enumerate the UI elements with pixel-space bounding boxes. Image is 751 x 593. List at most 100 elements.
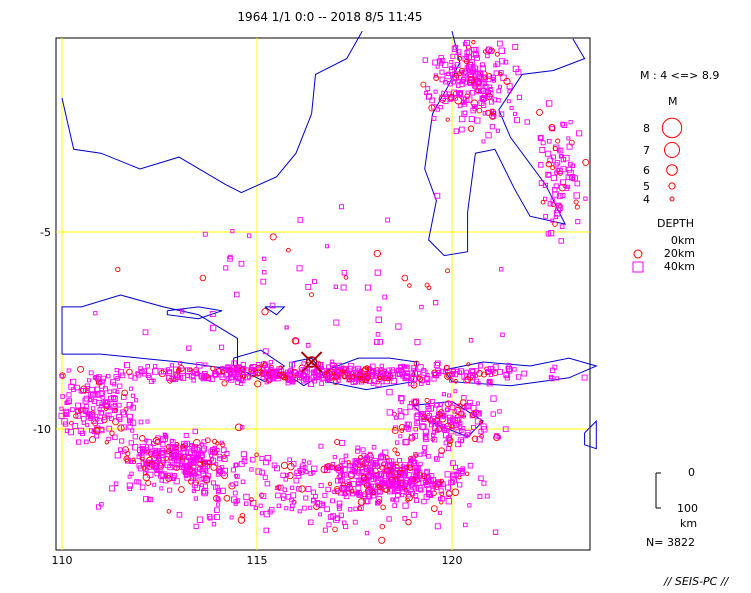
deep-event-marker: [301, 505, 307, 511]
shallow-event-marker: [467, 125, 475, 132]
deep-event-marker: [484, 493, 490, 499]
depth-scale-unit-label: km: [680, 517, 697, 530]
magnitude-legend-circle: [664, 142, 680, 158]
shallow-event-marker: [206, 459, 213, 466]
map-title: 1964 1/1 0:0 -- 2018 8/5 11:45: [237, 10, 422, 24]
deep-event-marker: [444, 72, 451, 80]
shallow-event-marker: [471, 435, 479, 443]
deep-event-marker: [308, 505, 313, 510]
deep-event-marker: [151, 455, 157, 462]
deep-event-marker: [262, 474, 268, 480]
deep-event-marker: [543, 214, 548, 219]
deep-event-marker: [166, 367, 171, 372]
deep-event-marker: [145, 419, 150, 424]
deep-event-marker: [422, 479, 429, 486]
deep-event-marker: [105, 412, 110, 417]
deep-event-marker: [237, 364, 242, 369]
deep-event-marker: [371, 444, 377, 450]
deep-event-marker: [438, 488, 444, 494]
shallow-event-marker: [276, 484, 282, 490]
deep-event-marker: [496, 88, 502, 94]
deep-event-marker: [386, 389, 393, 396]
deep-event-marker: [556, 147, 562, 153]
deep-event-marker: [112, 402, 117, 407]
deep-event-marker: [576, 130, 583, 137]
deep-event-marker: [229, 515, 234, 520]
deep-event-marker: [338, 477, 343, 483]
deep-event-marker: [412, 432, 419, 439]
deep-event-marker: [413, 465, 420, 471]
deep-event-marker: [303, 495, 309, 501]
shallow-event-marker: [237, 516, 246, 524]
shallow-event-marker: [291, 337, 300, 345]
deep-event-marker: [182, 442, 189, 449]
deep-event-marker: [460, 469, 465, 474]
deep-event-marker: [474, 89, 480, 95]
deep-event-marker: [99, 383, 105, 389]
deep-event-marker: [499, 58, 506, 65]
deep-event-marker: [89, 428, 94, 433]
shallow-event-marker: [332, 526, 338, 533]
deep-event-marker: [478, 363, 484, 369]
shallow-event-marker: [101, 416, 108, 424]
deep-event-marker: [390, 481, 396, 488]
deep-event-marker: [263, 527, 270, 534]
depth-legend-label: 0km: [671, 234, 695, 247]
deep-event-marker: [455, 49, 462, 56]
deep-event-marker: [401, 363, 406, 368]
shallow-event-marker: [350, 489, 355, 494]
deep-event-marker: [419, 304, 424, 310]
deep-event-marker: [454, 62, 461, 68]
deep-event-marker: [471, 424, 476, 430]
shallow-event-marker: [234, 423, 243, 432]
depth-legend-label: 40km: [664, 260, 695, 273]
deep-event-marker: [318, 483, 324, 489]
deep-event-marker: [126, 402, 134, 409]
deep-event-marker: [453, 389, 458, 394]
deep-event-marker: [460, 77, 466, 83]
deep-event-marker: [431, 430, 437, 435]
deep-event-marker: [186, 345, 192, 351]
deep-event-marker: [311, 370, 316, 375]
deep-event-marker: [128, 386, 134, 391]
deep-event-marker: [443, 80, 448, 85]
deep-event-marker: [115, 389, 120, 394]
deep-event-marker: [194, 455, 199, 460]
deep-event-marker: [264, 455, 271, 462]
deep-event-marker: [480, 423, 487, 430]
deep-event-marker: [152, 368, 159, 375]
shallow-event-marker: [448, 94, 455, 101]
deep-event-marker: [374, 463, 381, 469]
shallow-event-marker: [391, 426, 399, 435]
deep-event-marker: [393, 497, 399, 503]
deep-event-marker: [432, 59, 439, 66]
deep-event-marker: [311, 470, 316, 475]
deep-event-marker: [434, 402, 439, 408]
deep-event-marker: [472, 84, 477, 89]
deep-event-marker: [143, 461, 148, 466]
deep-event-marker: [261, 269, 267, 275]
shallow-event-marker: [550, 165, 556, 171]
magnitude-legend-circle: [666, 164, 678, 176]
deep-event-marker: [405, 370, 411, 376]
deep-event-marker: [137, 465, 144, 472]
deep-event-marker: [72, 423, 79, 429]
shallow-event-marker: [360, 474, 368, 482]
deep-event-marker: [264, 480, 271, 487]
deep-event-marker: [60, 394, 65, 399]
deep-event-marker: [324, 506, 330, 513]
shallow-event-marker: [464, 471, 470, 477]
deep-event-marker: [94, 386, 101, 392]
shallow-event-marker: [140, 456, 145, 462]
deep-event-marker: [503, 59, 509, 65]
lat-lon-grid: [56, 38, 590, 550]
deep-event-marker: [382, 468, 388, 474]
deep-event-marker: [296, 486, 302, 492]
deep-event-marker: [450, 53, 456, 59]
deep-event-marker: [180, 445, 186, 452]
deep-event-marker: [144, 438, 149, 443]
deep-event-marker: [555, 202, 562, 209]
shallow-event-marker: [379, 369, 385, 376]
deep-event-marker: [429, 473, 435, 478]
shallow-event-marker: [343, 275, 349, 280]
